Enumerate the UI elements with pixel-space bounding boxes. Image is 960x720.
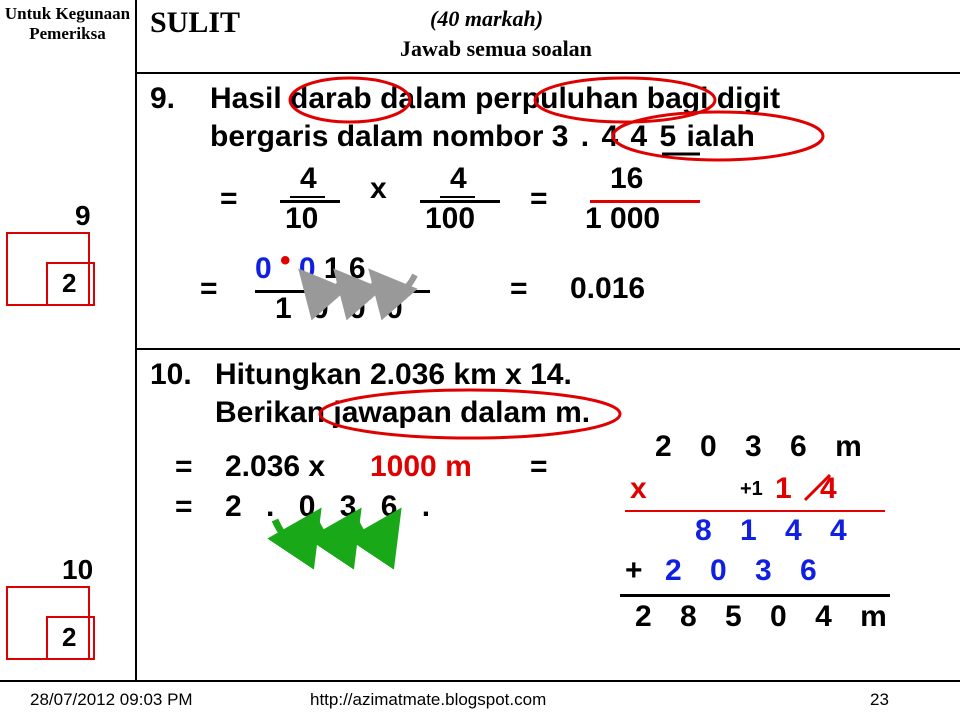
- q10-mult-line2: [620, 594, 890, 597]
- header-rule: [136, 72, 960, 74]
- footer-page: 23: [870, 690, 889, 710]
- q10-mult-14: 1 4: [775, 472, 847, 506]
- q9-eq2: =: [530, 182, 548, 216]
- q10-line2: Berikan jawapan dalam m.: [215, 394, 590, 432]
- worksheet-page: Untuk Kegunaan Pemeriksa SULIT (40 marka…: [0, 0, 960, 720]
- footer-date: 28/07/2012 09:03 PM: [30, 690, 193, 710]
- q9-line2a: bergaris dalam nombor: [210, 120, 552, 153]
- q9-dec-zero1: 0: [255, 252, 272, 285]
- q10-score-marks: 2: [62, 622, 76, 653]
- q9-line2: bergaris dalam nombor 3 . 4 4 5 ialah: [210, 118, 755, 156]
- examiner-line1: Untuk Kegunaan: [5, 4, 130, 23]
- bottom-rule: [0, 680, 960, 682]
- q10-mult-ans: 2 8 5 0 4 m: [635, 600, 897, 634]
- q10-mult-line1: [625, 510, 885, 512]
- q9-dec-dot: •: [272, 244, 299, 277]
- q9-f2-underline: [440, 196, 475, 198]
- q10-row1-eq: =: [175, 450, 193, 484]
- examiner-line2: Pemeriksa: [29, 24, 105, 43]
- q9-times: x: [370, 172, 387, 206]
- q10-number: 10.: [150, 356, 192, 394]
- q10-row2-eq: =: [175, 490, 193, 524]
- q10-row2-val: 2 . 0 3 6 .: [225, 490, 438, 524]
- examiner-label: Untuk Kegunaan Pemeriksa: [0, 0, 135, 43]
- q9-eq4: =: [510, 272, 528, 306]
- q9-line2b: 3 . 4 4 5: [552, 120, 678, 153]
- q9-f1-top: 4: [300, 162, 317, 196]
- q10-mult-p2: 2 0 3 6: [665, 554, 827, 588]
- q9-eq1: =: [220, 182, 238, 216]
- q10-score-number: 10: [62, 554, 93, 586]
- q9-score-number: 9: [75, 200, 91, 232]
- q9-score-marks: 2: [62, 268, 76, 299]
- q9-f3-bot: 1 000: [585, 202, 660, 236]
- q9-line2c: ialah: [678, 120, 755, 153]
- q10-mult-plus: +: [625, 554, 643, 588]
- q10-line1: Hitungkan 2.036 km x 14.: [215, 356, 572, 394]
- q9-dec-16: 1 6: [316, 252, 366, 285]
- q10-mult-p1: 8 1 4 4: [695, 514, 857, 548]
- q9-line1: Hasil darab dalam perpuluhan bagi digit: [210, 80, 780, 118]
- q9-eq3: =: [200, 272, 218, 306]
- q9-dec-top: 0 • 0 1 6: [255, 252, 366, 286]
- q9-f3-top: 16: [610, 162, 643, 196]
- header-markah: (40 markah): [430, 6, 543, 32]
- q10-mult-ans-num: 2 8 5 0 4: [635, 600, 842, 633]
- q10-mult-ans-m: m: [860, 600, 897, 633]
- footer-url: http://azimatmate.blogspot.com: [310, 690, 546, 710]
- q9-f1-bot: 10: [285, 202, 318, 236]
- q10-mult-x: x: [630, 472, 647, 506]
- q10-mult-top: 2 0 3 6 m: [655, 430, 872, 464]
- q9-f2-bot: 100: [425, 202, 475, 236]
- q10-row1-eq2: =: [530, 450, 548, 484]
- q9-dec-zero2: 0: [299, 252, 316, 285]
- q10-row1-b: 1000 m: [370, 450, 472, 484]
- q9-number: 9.: [150, 80, 175, 118]
- q9-dec-bot: 1 0 0 0: [275, 292, 409, 326]
- mid-rule: [136, 348, 960, 350]
- q9-f1-underline: [290, 196, 325, 198]
- q9-f2-top: 4: [450, 162, 467, 196]
- q10-row1-a: 2.036 x: [225, 450, 325, 484]
- header-sulit: SULIT: [150, 6, 240, 40]
- header-jawab: Jawab semua soalan: [400, 36, 592, 62]
- q10-mult-carry: +1: [740, 478, 763, 501]
- q9-answer: 0.016: [570, 272, 645, 306]
